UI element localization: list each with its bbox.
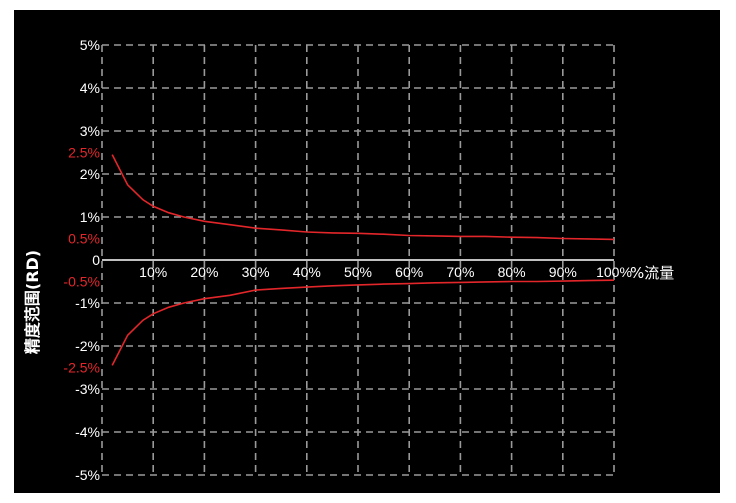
y-tick-label: -2%	[75, 338, 100, 354]
y-tick-label: 3%	[80, 123, 100, 139]
x-tick-label: 40%	[293, 264, 321, 280]
chart-frame: 5% 4% 3% 2% 1% 0 -1% -2% -3% -4% -5% 10% 20% 30% 40% 5…	[14, 10, 720, 493]
x-tick-label: 10%	[139, 264, 167, 280]
x-tick-label: 100%	[596, 264, 632, 280]
annotation-labels: 2.5% 0.5% -0.5% -2.5%	[63, 145, 100, 376]
x-tick-label: 20%	[190, 264, 218, 280]
limit-annotation-label: -2.5%	[63, 360, 100, 376]
curves	[111, 154, 615, 366]
x-tick-label: 80%	[498, 264, 526, 280]
y-tick-labels: 5% 4% 3% 2% 1% 0 -1% -2% -3% -4% -5%	[75, 37, 100, 483]
y-tick-label: -1%	[75, 295, 100, 311]
y-axis-label: 精度范围(RD)	[23, 250, 42, 354]
x-tick-label: 30%	[242, 264, 270, 280]
x-tick-labels: 10% 20% 30% 40% 50% 60% 70% 80% 90% 100%	[139, 264, 632, 280]
limit-annotation-label: 0.5%	[68, 231, 100, 247]
x-axis-label: %流量	[630, 264, 674, 282]
upper-limit-curve	[111, 154, 615, 241]
x-tick-label: 60%	[395, 264, 423, 280]
accuracy-chart: 5% 4% 3% 2% 1% 0 -1% -2% -3% -4% -5% 10% 20% 30% 40% 5…	[23, 37, 674, 483]
x-tick-label: 70%	[446, 264, 474, 280]
y-tick-label: -3%	[75, 381, 100, 397]
y-tick-label: -4%	[75, 424, 100, 440]
y-tick-label: 2%	[80, 166, 100, 182]
limit-annotation-label: -0.5%	[63, 274, 100, 290]
y-tick-label: -5%	[75, 467, 100, 483]
lower-limit-curve	[111, 279, 615, 366]
x-tick-label: 90%	[549, 264, 577, 280]
y-tick-label: 5%	[80, 37, 100, 53]
y-tick-label: 1%	[80, 209, 100, 225]
y-tick-label: 0	[92, 252, 100, 268]
y-tick-label: 4%	[80, 80, 100, 96]
limit-annotation-label: 2.5%	[68, 145, 100, 161]
x-tick-label: 50%	[344, 264, 372, 280]
